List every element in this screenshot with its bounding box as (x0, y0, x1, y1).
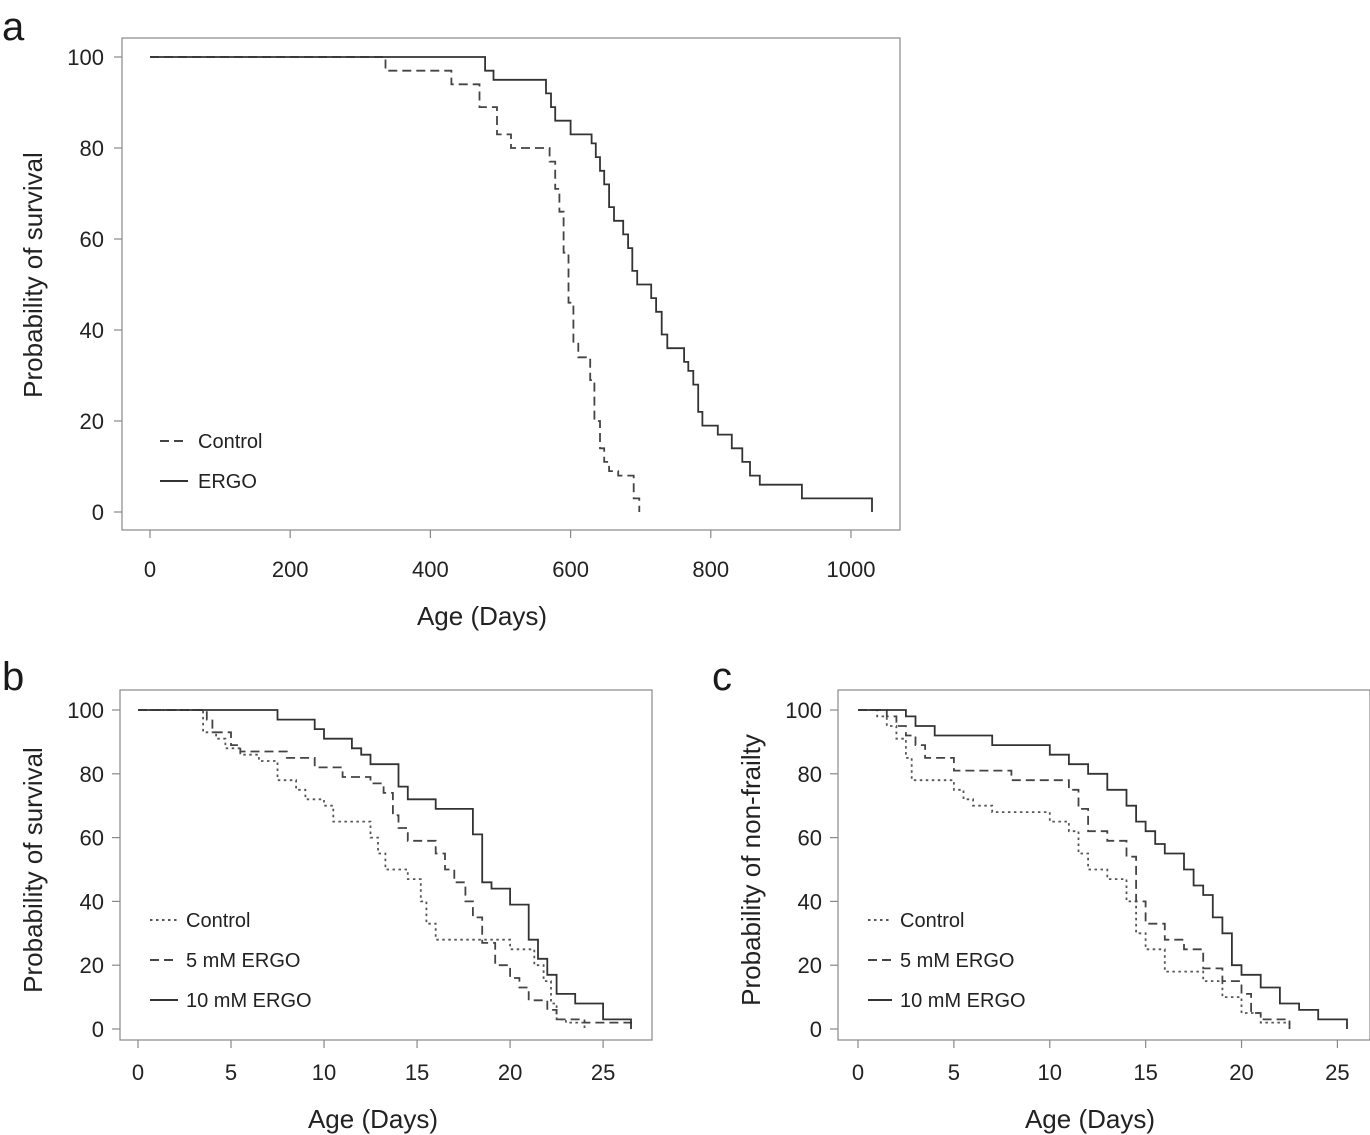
y-tick-label: 20 (798, 953, 822, 978)
y-tick-label: 100 (67, 45, 104, 70)
x-tick-label: 5 (225, 1060, 237, 1085)
series-line-ergo (150, 56, 873, 512)
x-tick-label: 0 (132, 1060, 144, 1085)
x-axis-title: Age (Days) (1025, 1104, 1155, 1134)
x-tick-label: 200 (272, 557, 309, 582)
x-tick-label: 400 (412, 557, 449, 582)
legend-label: Control (900, 910, 964, 932)
chart-panel-c: 0 5 10 15 20 25 0 20 40 60 80 100 Age (Days) Probabil… (736, 689, 1370, 1134)
series-line-10-mm-ergo (858, 709, 1348, 1029)
y-tick-label: 60 (80, 227, 104, 252)
plot-frame (837, 689, 1370, 1041)
x-tick-label: 25 (591, 1060, 615, 1085)
y-axis-title: Probability of survival (18, 747, 48, 993)
x-tick-label: 10 (1038, 1060, 1062, 1085)
legend-label: ERGO (198, 471, 257, 493)
y-tick-label: 60 (80, 826, 104, 851)
panel-letter-c: c (712, 655, 732, 699)
legend-label: Control (198, 431, 262, 453)
y-tick-label: 0 (810, 1017, 822, 1042)
x-tick-label: 1000 (826, 557, 875, 582)
x-tick-label: 10 (312, 1060, 336, 1085)
x-tick-label: 600 (552, 557, 589, 582)
series-line-control (138, 709, 586, 1029)
y-tick-label: 40 (798, 889, 822, 914)
y-tick-label: 0 (92, 1017, 104, 1042)
y-tick-label: 40 (80, 889, 104, 914)
plot-frame (119, 689, 653, 1041)
x-tick-label: 20 (498, 1060, 522, 1085)
x-axis-title: Age (Days) (308, 1104, 438, 1134)
x-tick-label: 800 (692, 557, 729, 582)
y-tick-label: 0 (92, 500, 104, 525)
legend-label: 10 mM ERGO (900, 990, 1026, 1012)
x-tick-label: 0 (144, 557, 156, 582)
legend-label: 5 mM ERGO (186, 950, 300, 972)
y-tick-label: 20 (80, 953, 104, 978)
x-tick-label: 15 (1133, 1060, 1157, 1085)
panel-letter-a: a (2, 5, 25, 49)
y-tick-label: 60 (798, 826, 822, 851)
legend-label: 5 mM ERGO (900, 950, 1014, 972)
x-tick-label: 20 (1229, 1060, 1253, 1085)
x-tick-label: 5 (948, 1060, 960, 1085)
series-line-10-mm-ergo (138, 709, 632, 1029)
y-tick-label: 100 (67, 698, 104, 723)
chart-panel-a: 0 200 400 600 800 1000 0 20 40 60 80 100 Age (Days) P… (18, 37, 901, 631)
chart-panel-b: 0 5 10 15 20 25 0 20 40 60 80 100 Age (Days) Probabil… (18, 689, 653, 1134)
y-tick-label: 80 (798, 762, 822, 787)
y-tick-label: 80 (80, 762, 104, 787)
y-axis-title: Probability of survival (18, 152, 48, 398)
series-line-control (150, 56, 641, 512)
x-tick-label: 15 (405, 1060, 429, 1085)
panel-letter-b: b (2, 655, 24, 699)
series-line-5-mm-ergo (858, 709, 1291, 1029)
plot-frame (121, 37, 901, 531)
y-tick-label: 80 (80, 136, 104, 161)
legend-label: Control (186, 910, 250, 932)
series-line-5-mm-ergo (138, 709, 632, 1029)
y-tick-label: 40 (80, 318, 104, 343)
y-tick-label: 20 (80, 409, 104, 434)
legend-label: 10 mM ERGO (186, 990, 312, 1012)
y-axis-title: Probability of non-frailty (736, 734, 766, 1006)
y-tick-label: 100 (785, 698, 822, 723)
x-tick-label: 25 (1325, 1060, 1349, 1085)
x-tick-label: 0 (852, 1060, 864, 1085)
x-axis-title: Age (Days) (417, 601, 547, 631)
